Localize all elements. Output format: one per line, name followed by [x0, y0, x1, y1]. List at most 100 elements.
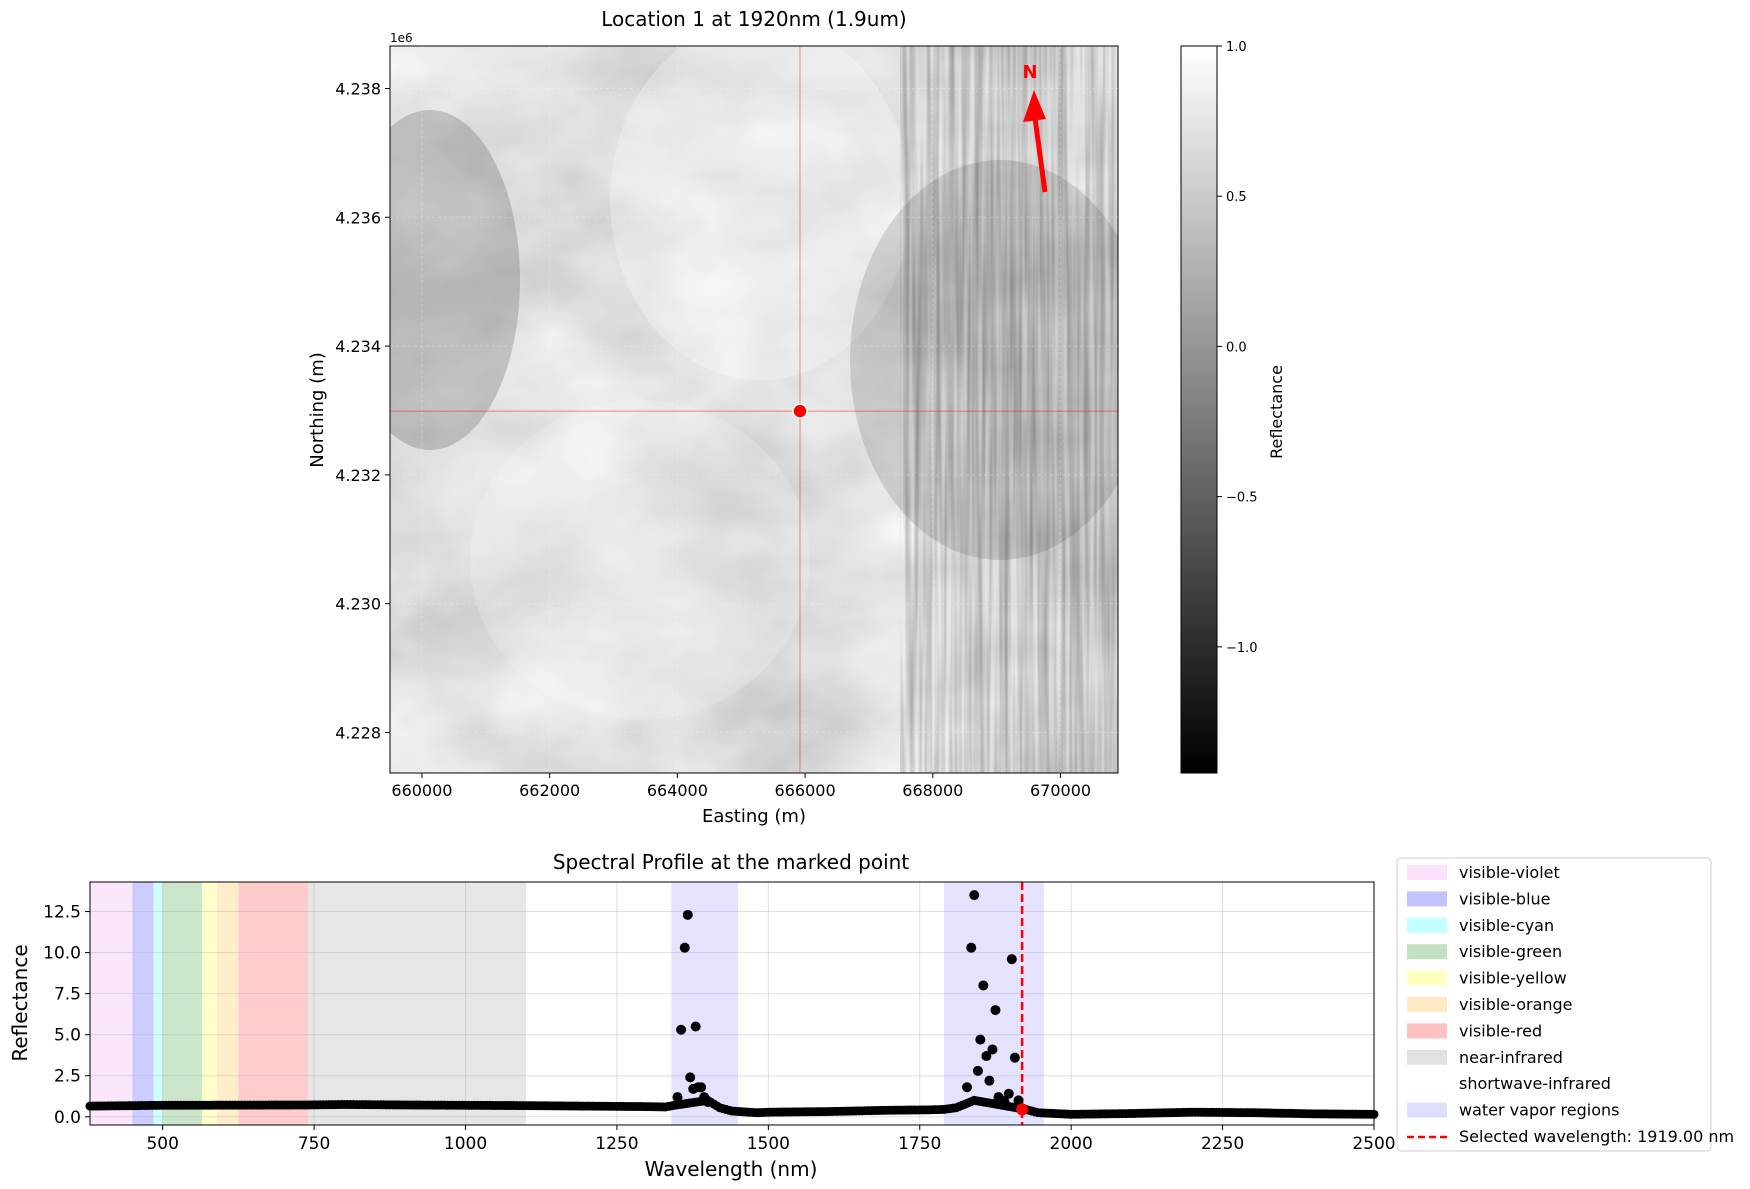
spectral-point: [685, 1072, 696, 1083]
legend-swatch: [1407, 917, 1447, 933]
map-y-tick-label: 4.230: [335, 595, 381, 614]
spectral-point: [961, 1082, 972, 1093]
spectral-y-tick-label: 2.5: [54, 1067, 81, 1087]
spectral-point: [690, 1021, 701, 1032]
map-y-axis-label: Northing (m): [307, 352, 328, 467]
spectral-panel: Spectral Profile at the marked point 500…: [8, 850, 1396, 1181]
spectral-y-tick-label: 0.0: [54, 1108, 81, 1128]
map-x-tick-label: 668000: [902, 781, 963, 800]
spectral-point: [990, 1005, 1001, 1016]
colorbar-tick-label: −1.0: [1226, 641, 1258, 656]
map-y-tick-label: 4.228: [335, 723, 381, 742]
spectral-frame: [89, 881, 1375, 1126]
legend-swatch: [1407, 865, 1447, 880]
colorbar: 1.0 0.5 0.0 −0.5 −1.0 Reflectance: [1180, 40, 1286, 774]
legend-swatch: [1407, 970, 1447, 986]
map-y-tick-label: 4.234: [335, 337, 381, 356]
colorbar-tick-label: −0.5: [1226, 491, 1258, 506]
legend-label: visible-blue: [1459, 889, 1551, 908]
map-x-tick-label: 664000: [647, 781, 708, 800]
colorbar-tick-label: 0.5: [1226, 190, 1247, 205]
colorbar-tick-label: 1.0: [1226, 40, 1247, 55]
spectral-point: [1006, 954, 1017, 965]
legend-swatch: [1407, 891, 1447, 907]
spectral-point: [679, 942, 690, 953]
spectral-y-ticks: 0.0 2.5 5.0 7.5 10.0 12.5: [43, 903, 90, 1128]
band-near-infrared: [308, 882, 527, 1125]
legend-swatch: [1407, 997, 1447, 1012]
legend: visible-violet visible-blue visible-cyan vi…: [1396, 857, 1734, 1152]
legend-label: water vapor regions: [1459, 1101, 1620, 1120]
spectral-x-tick-label: 2250: [1201, 1134, 1244, 1154]
spectral-x-tick-label: 1500: [747, 1134, 790, 1154]
map-panel: Location 1 at 1920nm (1.9um) 660000 66200…: [307, 7, 1119, 827]
spectral-x-tick-label: 2000: [1050, 1134, 1093, 1154]
legend-label: near-infrared: [1459, 1048, 1563, 1067]
legend-swatch: [1407, 1023, 1447, 1039]
spectral-point: [966, 942, 977, 953]
spectral-x-axis-label: Wavelength (nm): [645, 1157, 818, 1181]
spectral-point: [999, 1097, 1010, 1108]
spectral-y-tick-label: 5.0: [54, 1026, 81, 1046]
legend-swatch: [1407, 1102, 1447, 1118]
map-y-tick-label: 4.238: [335, 79, 381, 98]
band-visible-orange: [217, 882, 239, 1125]
legend-label: Selected wavelength: 1919.00 nm: [1459, 1127, 1734, 1146]
legend-label: visible-green: [1459, 942, 1562, 961]
band-visible-violet: [90, 882, 133, 1125]
spectral-point: [987, 1044, 998, 1055]
legend-label: visible-cyan: [1459, 916, 1554, 935]
spectral-point: [672, 1092, 683, 1103]
legend-swatch: [1407, 1049, 1447, 1065]
spectral-point: [676, 1024, 687, 1035]
map-x-tick-label: 666000: [775, 781, 836, 800]
spectral-point: [1003, 1088, 1014, 1099]
map-x-tick-label: 660000: [391, 781, 452, 800]
selected-spectral-point: [1016, 1103, 1029, 1116]
map-title: Location 1 at 1920nm (1.9um): [601, 7, 906, 31]
crosshair: [390, 46, 1118, 773]
band-visible-red: [238, 882, 309, 1125]
band-water-vapor-regions: [943, 882, 1044, 1125]
spectral-y-axis-label: Reflectance: [8, 944, 32, 1061]
band-visible-yellow: [202, 882, 218, 1125]
spectral-y-tick-label: 10.0: [43, 944, 81, 964]
legend-label: visible-violet: [1459, 863, 1560, 882]
spectral-point: [975, 1034, 986, 1045]
map-grid: [390, 46, 1118, 773]
legend-label: visible-orange: [1459, 995, 1573, 1014]
north-label: N: [1022, 62, 1037, 83]
spectral-plot-area: [90, 882, 1374, 1125]
spectral-y-tick-label: 7.5: [54, 985, 81, 1005]
spectral-points: [85, 890, 1379, 1119]
marked-point: [792, 403, 808, 419]
band-visible-green: [162, 882, 203, 1125]
north-arrow-head: [1023, 90, 1046, 122]
spectral-point: [969, 890, 980, 901]
map-y-ticks: 4.228 4.230 4.232 4.234 4.236 4.238: [335, 79, 390, 742]
spectral-x-tick-label: 1000: [444, 1134, 487, 1154]
spectral-x-ticks: 500 750 1000 1250 1500 1750 2000 2250 2500: [146, 1125, 1396, 1154]
map-frame: [389, 45, 1119, 774]
spectral-point: [1013, 1095, 1024, 1106]
legend-label: shortwave-infrared: [1459, 1074, 1611, 1093]
reflectance-image: [390, 46, 1118, 773]
map-y-tick-label: 4.232: [335, 466, 381, 485]
map-x-axis-label: Easting (m): [702, 806, 806, 827]
map-y-tick-label: 4.236: [335, 208, 381, 227]
legend-items: visible-violet visible-blue visible-cyan vi…: [1407, 863, 1734, 1146]
spectral-point: [702, 1097, 713, 1108]
spectral-point: [978, 980, 989, 991]
spectral-point: [696, 1082, 707, 1093]
spectral-point: [682, 909, 693, 920]
spectral-x-tick-label: 1250: [595, 1134, 638, 1154]
spectral-y-tick-label: 12.5: [43, 903, 81, 923]
spectral-point: [981, 1051, 992, 1062]
map-y-offset-label: 1e6: [390, 31, 413, 45]
legend-label: visible-yellow: [1459, 969, 1567, 988]
spectral-x-tick-label: 500: [146, 1134, 178, 1154]
spectral-point: [1009, 1052, 1020, 1063]
spectral-bands: [90, 882, 1044, 1125]
spectral-x-tick-label: 750: [298, 1134, 330, 1154]
